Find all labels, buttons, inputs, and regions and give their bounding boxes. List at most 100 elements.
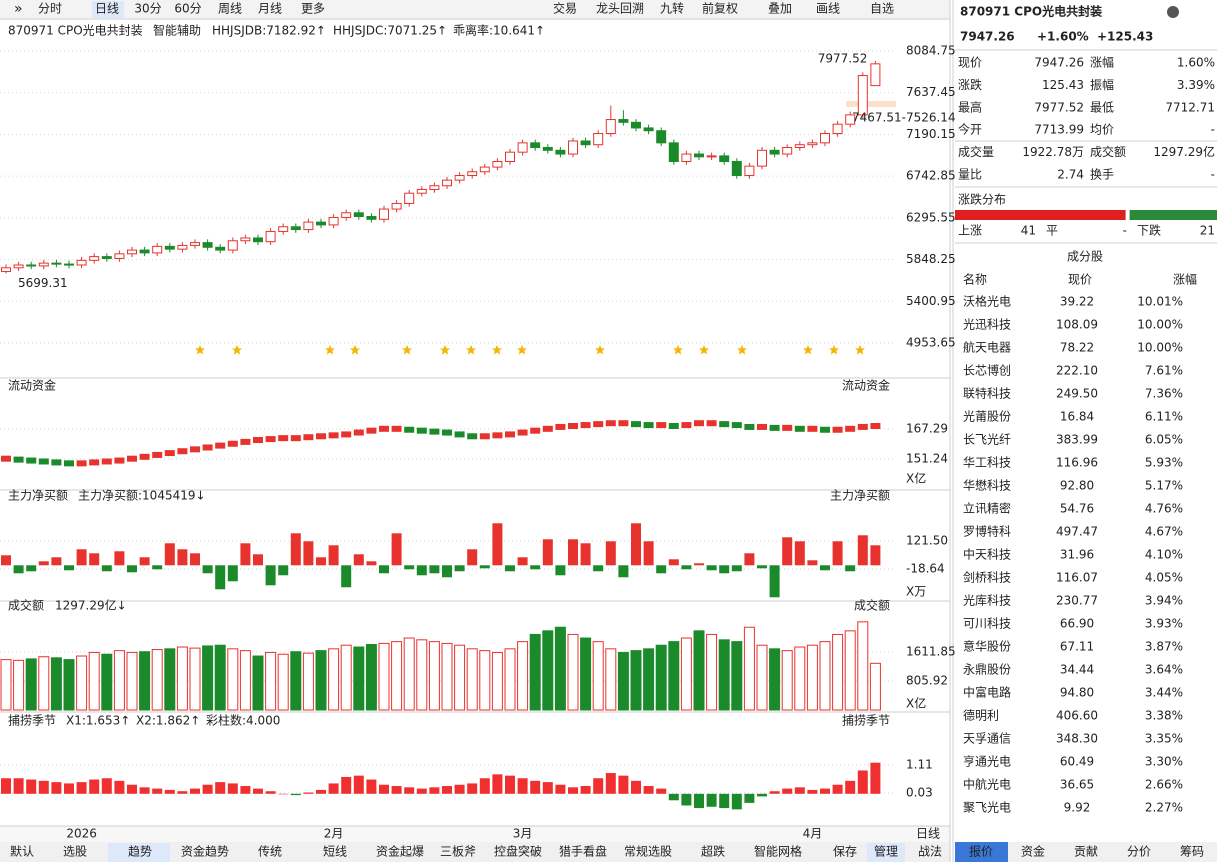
stock-name[interactable]: 沃格光电 (963, 294, 1011, 309)
stock-name[interactable]: 光库科技 (963, 593, 1011, 608)
bar (820, 788, 830, 794)
bar (492, 774, 503, 794)
bar (467, 783, 478, 794)
info-tab[interactable]: 分价 (1127, 845, 1151, 859)
flow-block (505, 431, 515, 438)
stock-name[interactable]: 亨通光电 (963, 754, 1011, 769)
info-tab[interactable]: 资金 (1021, 844, 1045, 859)
stock-name[interactable]: 立讯精密 (963, 501, 1011, 516)
bar (555, 784, 566, 794)
stock-name[interactable]: 华工科技 (963, 456, 1011, 470)
candle-body (1, 267, 11, 273)
strategy-tab[interactable]: 超跌 (701, 844, 725, 859)
stock-name[interactable]: 中富电路 (963, 685, 1011, 700)
strategy-tab[interactable]: 短线 (323, 845, 347, 859)
stock-name[interactable]: 意华股份 (963, 639, 1011, 654)
toolbar (0, 0, 950, 19)
action-tab[interactable]: 管理 (874, 844, 898, 859)
strategy-tab[interactable]: 常规选股 (624, 844, 672, 859)
signal-star (737, 345, 747, 355)
stock-name[interactable]: 光莆股份 (963, 410, 1011, 424)
period-button[interactable]: 月线 (258, 2, 282, 16)
period-button[interactable]: 30分 (134, 2, 161, 16)
candle-body (391, 202, 402, 210)
volume-bar (491, 651, 503, 711)
stock-name[interactable]: 联特科技 (963, 386, 1011, 401)
strategy-tab[interactable]: 智能网格 (754, 844, 802, 859)
candle-body (479, 166, 490, 173)
period-button[interactable]: 周线 (218, 2, 242, 16)
candle-body (593, 133, 604, 146)
info-tab[interactable]: 筹码 (1180, 845, 1204, 859)
period-button[interactable]: 日线 (95, 2, 119, 16)
stock-name[interactable]: 聚飞光电 (963, 801, 1011, 815)
stock-name[interactable]: 罗博特科 (963, 524, 1011, 539)
bar (517, 778, 528, 794)
period-button[interactable]: 更多 (301, 2, 325, 16)
strategy-tab[interactable]: 资金趋势 (181, 844, 229, 859)
tool-button[interactable]: 龙头回溯 (596, 1, 644, 16)
period-button[interactable]: 分时 (38, 2, 62, 16)
tool-button[interactable]: 画线 (816, 2, 840, 16)
stock-name[interactable]: 德明利 (963, 708, 999, 723)
candle-body (794, 144, 805, 149)
candle-body (290, 226, 301, 231)
flow-block (605, 420, 616, 427)
strategy-tab[interactable]: 猎手看盘 (559, 844, 607, 859)
panel-subtitle: 1297.29亿↓ (55, 598, 127, 613)
tool-button[interactable]: 叠加 (768, 2, 792, 16)
bar (706, 793, 717, 807)
strategy-tab[interactable]: 控盘突破 (494, 844, 542, 859)
stock-name[interactable]: 永鼎股份 (963, 663, 1011, 677)
period-button[interactable]: 60分 (174, 2, 201, 16)
collapse-icon[interactable]: » (14, 1, 23, 17)
quote-title: 870971 CPO光电共封装 (960, 4, 1102, 19)
stock-name[interactable]: 天孚通信 (963, 732, 1011, 746)
signal-star (492, 345, 502, 355)
bar (227, 565, 238, 582)
column-header: 名称 (963, 272, 987, 287)
signal-star (699, 345, 709, 355)
stock-change: 2.27% (1145, 801, 1183, 815)
stock-name[interactable]: 长飞光纤 (963, 433, 1011, 447)
stock-price: 39.22 (1060, 295, 1094, 309)
stock-name[interactable]: 长芯博创 (963, 363, 1011, 378)
action-tab[interactable]: 战法 (918, 845, 942, 859)
tool-button[interactable]: 自选 (870, 2, 894, 16)
stock-name[interactable]: 中天科技 (963, 547, 1011, 562)
strategy-tab[interactable]: 选股 (63, 845, 87, 859)
candle-body (454, 174, 465, 181)
strategy-tab[interactable]: 默认 (10, 844, 34, 859)
strategy-tab[interactable]: 趋势 (128, 845, 152, 859)
candle-body (631, 121, 641, 129)
action-tab[interactable]: 保存 (833, 845, 857, 859)
bar (631, 780, 641, 794)
dist-label: 平 (1046, 224, 1058, 238)
strategy-tab[interactable]: 资金起爆 (376, 844, 424, 859)
tool-button[interactable]: 前复权 (702, 1, 738, 16)
stock-name[interactable]: 华懋科技 (963, 478, 1011, 493)
strategy-tab[interactable]: 传统 (258, 844, 282, 859)
flow-block (517, 429, 528, 436)
candle-body (404, 192, 415, 204)
tool-button[interactable]: 九转 (660, 1, 684, 16)
candle-body (152, 245, 163, 254)
strategy-tab[interactable]: 三板斧 (440, 845, 476, 859)
stock-name[interactable]: 可川科技 (963, 617, 1011, 631)
candle-body (505, 151, 515, 162)
signal-star (195, 345, 205, 355)
candle-body (51, 262, 62, 265)
flow-block (290, 435, 301, 442)
tool-button[interactable]: 交易 (553, 1, 577, 16)
volume-bar (290, 651, 302, 711)
stock-name[interactable]: 中航光电 (963, 777, 1011, 792)
info-tab[interactable]: 报价 (969, 844, 993, 859)
stock-name[interactable]: 航天电器 (963, 340, 1011, 355)
volume-bar (63, 659, 75, 711)
candle-body (253, 237, 263, 243)
info-tab[interactable]: 贡献 (1074, 844, 1098, 859)
info-icon[interactable] (1167, 6, 1179, 18)
stock-name[interactable]: 光迅科技 (963, 318, 1011, 332)
stock-name[interactable]: 剑桥科技 (963, 570, 1011, 585)
